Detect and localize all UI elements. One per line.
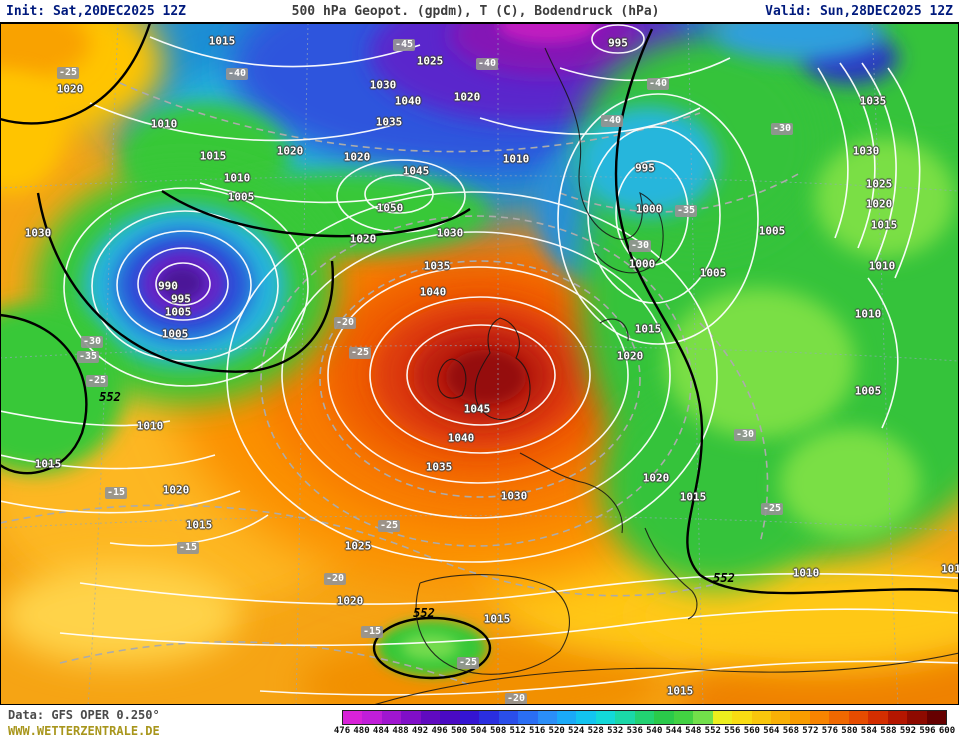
- colorbar-tick-labels: 476 480 484 488 492 496 500 504 508 512 516 520 524 5…: [334, 726, 955, 739]
- colorbar-tick-label: 480: [353, 726, 370, 736]
- colorbar: 476 480 484 488 492 496 500 504 508 512 516 520 524 5…: [334, 710, 955, 740]
- colorbar-tick-label: 504: [470, 726, 487, 736]
- colorbar-segment: [381, 711, 402, 724]
- colorbar-segment: [634, 711, 655, 724]
- colorbar-segment: [440, 711, 460, 724]
- colorbar-segment: [576, 711, 596, 724]
- graticule-layer: [0, 23, 959, 704]
- colorbar-tick-label: 596: [919, 726, 936, 736]
- coastline-layer: [374, 47, 959, 704]
- colorbar-tick-label: 576: [821, 726, 839, 736]
- colorbar-segment: [887, 711, 908, 724]
- colorbar-tick-label: 476: [333, 726, 351, 736]
- colorbar-tick-label: 524: [568, 726, 585, 736]
- colorbar-segment: [712, 711, 733, 724]
- geopotential-contour-layer: [0, 23, 959, 680]
- colorbar-tick-label: 496: [431, 726, 448, 736]
- colorbar-segment: [343, 711, 363, 724]
- colorbar-segment: [479, 711, 499, 724]
- credits: Data: GFS OPER 0.250° WWW.WETTERZENTRALE…: [8, 708, 160, 739]
- colorbar-segment: [595, 711, 616, 724]
- colorbar-segment: [362, 711, 382, 724]
- colorbar-segment: [537, 711, 557, 724]
- colorbar-tick-label: 560: [743, 726, 760, 736]
- colorbar-segment: [654, 711, 674, 724]
- colorbar-segment: [926, 711, 947, 724]
- colorbar-tick-label: 484: [372, 726, 390, 736]
- colorbar-tick-label: 500: [450, 726, 468, 736]
- colorbar-segment: [848, 711, 869, 724]
- map-area: 1015 1020 1025 1030 1040 1035 1020 995 1010 1015 1…: [0, 22, 959, 705]
- colorbar-tick-label: 564: [763, 726, 780, 736]
- colorbar-segment: [868, 711, 888, 724]
- colorbar-tick-label: 592: [899, 726, 917, 736]
- colorbar-tick-label: 512: [509, 726, 526, 736]
- colorbar-tick-label: 584: [860, 726, 878, 736]
- colorbar-tick-label: 488: [392, 726, 409, 736]
- weather-map-canvas: [0, 23, 959, 704]
- colorbar-segment: [498, 711, 519, 724]
- init-time: Init: Sat,20DEC2025 12Z: [6, 3, 187, 19]
- colorbar-tick-label: 536: [626, 726, 643, 736]
- colorbar-tick-label: 588: [880, 726, 897, 736]
- colorbar-segment: [770, 711, 791, 724]
- colorbar-segment: [420, 711, 441, 724]
- colorbar-segment: [459, 711, 480, 724]
- colorbar-tick-label: 556: [724, 726, 741, 736]
- colorbar-segments: [342, 710, 947, 725]
- colorbar-tick-label: 516: [529, 726, 546, 736]
- colorbar-segment: [673, 711, 694, 724]
- colorbar-segment: [751, 711, 771, 724]
- colorbar-segment: [790, 711, 810, 724]
- colorbar-segment: [829, 711, 849, 724]
- isobar-layer: [0, 24, 959, 696]
- map-footer: Data: GFS OPER 0.250° WWW.WETTERZENTRALE…: [0, 705, 959, 741]
- colorbar-segment: [693, 711, 713, 724]
- colorbar-segment: [615, 711, 635, 724]
- colorbar-tick-label: 572: [802, 726, 819, 736]
- colorbar-segment: [518, 711, 538, 724]
- colorbar-tick-label: 544: [665, 726, 682, 736]
- colorbar-tick-label: 492: [411, 726, 429, 736]
- colorbar-segment: [809, 711, 830, 724]
- colorbar-tick-label: 528: [587, 726, 604, 736]
- colorbar-tick-label: 552: [704, 726, 721, 736]
- map-title: 500 hPa Geopot. (gpdm), T (C), Bodendruc…: [291, 3, 660, 19]
- colorbar-tick-label: 580: [841, 726, 858, 736]
- temperature-fill-layer: [0, 23, 959, 704]
- colorbar-tick-label: 532: [607, 726, 624, 736]
- colorbar-tick-label: 508: [489, 726, 507, 736]
- colorbar-segment: [401, 711, 421, 724]
- valid-time: Valid: Sun,28DEC2025 12Z: [765, 3, 953, 19]
- colorbar-tick-label: 568: [782, 726, 799, 736]
- map-header: Init: Sat,20DEC2025 12Z 500 hPa Geopot. …: [0, 0, 959, 22]
- data-source: Data: GFS OPER 0.250°: [8, 708, 160, 722]
- colorbar-segment: [732, 711, 752, 724]
- colorbar-tick-label: 540: [646, 726, 663, 736]
- colorbar-segment: [556, 711, 577, 724]
- colorbar-tick-label: 548: [685, 726, 702, 736]
- colorbar-tick-label: 520: [548, 726, 565, 736]
- website-credit: WWW.WETTERZENTRALE.DE: [8, 723, 160, 738]
- colorbar-tick-label: 600: [938, 726, 956, 736]
- colorbar-segment: [907, 711, 927, 724]
